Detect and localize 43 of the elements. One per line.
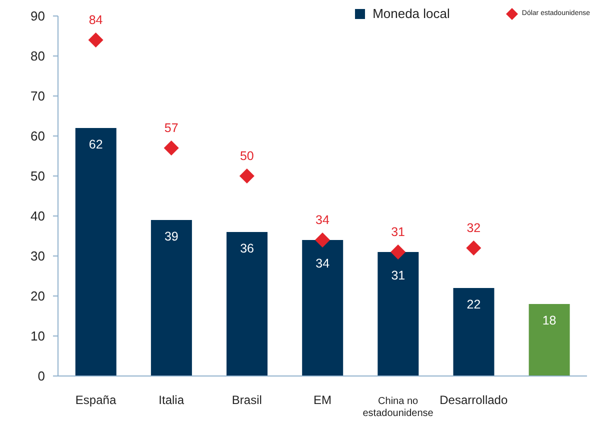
data-label: 50 [240,149,254,164]
data-label: 62 [88,137,103,152]
y-tick-label: 40 [30,208,45,224]
x-tick-label: Italia [158,393,184,407]
x-tick-label: EM [314,393,332,407]
bar [528,304,570,376]
y-tick-label: 70 [30,88,45,104]
point [164,140,179,156]
data-label: 34 [316,256,330,270]
data-label: 84 [88,13,103,28]
bar [226,232,268,376]
point [466,240,482,256]
y-tick-label: 0 [38,368,45,384]
data-label: 34 [316,213,330,228]
y-tick-label: 20 [30,288,45,304]
x-tick-label: España [75,393,116,407]
y-tick-label: 60 [30,128,45,144]
data-label: 57 [164,121,178,136]
data-label: 31 [391,225,406,240]
data-label: 22 [466,297,481,312]
y-tick-label: 80 [30,48,45,64]
point [239,168,254,184]
bar [378,252,419,376]
y-tick-label: 30 [30,248,45,264]
x-tick-label: China no estadounidense [362,396,434,419]
point [390,244,406,260]
legend-label: Moneda local [372,6,450,21]
y-tick-label: 10 [30,328,45,344]
data-label: 18 [542,313,556,328]
data-label: 32 [466,221,481,236]
x-tick-label: Brasil [232,393,262,407]
bar [453,288,494,376]
y-tick-label: 50 [30,168,45,184]
y-tick-label: 90 [30,8,45,24]
data-label: 39 [164,229,178,244]
data-label: 31 [391,268,406,282]
point [88,32,104,48]
bar [302,240,344,376]
x-tick-label: Desarrollado [440,393,508,407]
data-label: 36 [240,241,254,256]
point [315,232,330,248]
bar [75,128,116,376]
bar [150,220,192,376]
